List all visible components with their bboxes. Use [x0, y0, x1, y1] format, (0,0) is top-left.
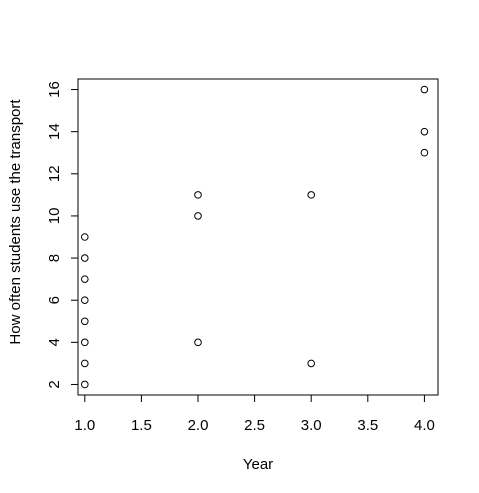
data-point — [80, 275, 89, 283]
x-tick-label: 2.0 — [188, 417, 209, 434]
x-tick-label: 2.5 — [244, 417, 265, 434]
data-point — [307, 359, 316, 368]
plot-frame — [77, 78, 439, 396]
data-point — [80, 359, 89, 368]
data-point — [80, 296, 89, 305]
data-point — [194, 191, 202, 199]
y-tick-label: 8 — [46, 254, 63, 262]
y-tick-label: 10 — [46, 208, 63, 225]
y-tick-label: 2 — [46, 380, 63, 388]
y-tick-label: 6 — [46, 296, 63, 304]
data-point — [80, 317, 89, 326]
y-tick-label: 4 — [46, 338, 63, 346]
y-tick-label: 16 — [46, 81, 63, 98]
y-axis: 2 4 6 8 10 12 14 16 — [46, 81, 79, 389]
data-point — [420, 85, 429, 94]
x-tick-label: 3.0 — [301, 417, 322, 434]
x-axis-label: Year — [243, 456, 273, 473]
data-point — [420, 127, 429, 136]
data-point — [80, 380, 89, 389]
data-points — [80, 85, 429, 389]
y-tick-label: 12 — [46, 165, 63, 182]
data-point — [194, 212, 202, 220]
x-tick-label: 3.5 — [357, 417, 378, 434]
x-tick-label: 4.0 — [414, 417, 435, 434]
x-tick-label: 1.5 — [131, 417, 152, 434]
x-axis: 1.0 1.5 2.0 2.5 3.0 3.5 4.0 — [74, 394, 435, 434]
data-point — [80, 338, 89, 347]
x-tick-label: 1.0 — [74, 417, 95, 434]
y-axis-label: How often students use the transport — [7, 99, 24, 345]
data-point — [80, 254, 89, 262]
data-point — [420, 148, 429, 157]
y-tick-label: 14 — [46, 123, 63, 140]
data-point — [194, 338, 202, 347]
data-point — [80, 233, 89, 241]
data-point — [307, 191, 316, 199]
